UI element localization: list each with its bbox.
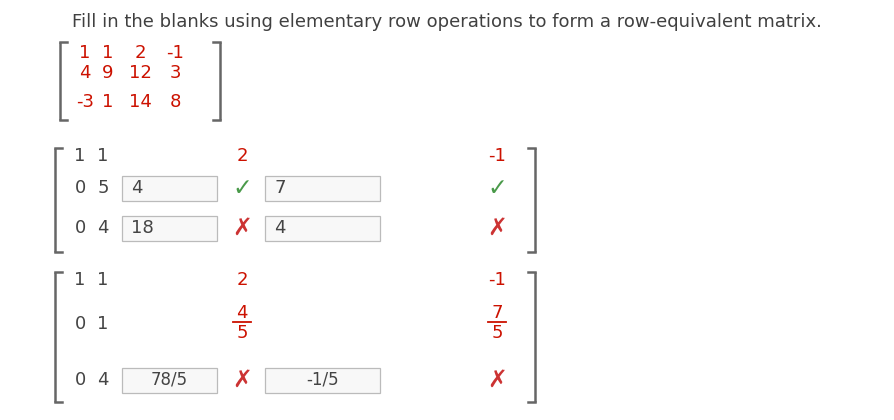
Text: 8: 8	[169, 93, 181, 111]
Text: -1: -1	[166, 44, 184, 62]
Text: 2: 2	[134, 44, 146, 62]
Text: ✓: ✓	[232, 176, 252, 200]
Text: ✓: ✓	[487, 176, 507, 200]
Text: 1: 1	[97, 147, 109, 165]
Text: 14: 14	[129, 93, 151, 111]
Text: 4: 4	[80, 64, 91, 82]
Text: 1: 1	[74, 147, 86, 165]
Text: Fill in the blanks using elementary row operations to form a row-equivalent matr: Fill in the blanks using elementary row …	[72, 13, 822, 31]
Text: 7: 7	[274, 179, 286, 197]
Text: ✗: ✗	[487, 368, 507, 392]
Text: ✗: ✗	[232, 368, 252, 392]
Text: ✗: ✗	[487, 216, 507, 240]
Text: 4: 4	[97, 219, 109, 237]
Text: -1: -1	[488, 271, 506, 289]
Text: 4: 4	[236, 304, 248, 322]
Text: 0: 0	[74, 371, 86, 389]
Text: 2: 2	[236, 147, 248, 165]
Text: 7: 7	[491, 304, 502, 322]
Text: -1: -1	[488, 147, 506, 165]
Text: 1: 1	[102, 93, 114, 111]
Text: -3: -3	[76, 93, 94, 111]
Text: -1/5: -1/5	[306, 371, 339, 389]
Text: 2: 2	[236, 271, 248, 289]
FancyBboxPatch shape	[122, 215, 217, 241]
FancyBboxPatch shape	[265, 215, 380, 241]
FancyBboxPatch shape	[265, 368, 380, 393]
Text: 4: 4	[274, 219, 286, 237]
FancyBboxPatch shape	[122, 176, 217, 200]
Text: 1: 1	[102, 44, 114, 62]
Text: 1: 1	[80, 44, 90, 62]
Text: 4: 4	[131, 179, 143, 197]
Text: 1: 1	[74, 271, 86, 289]
Text: 5: 5	[97, 179, 109, 197]
Text: 3: 3	[169, 64, 181, 82]
Text: 5: 5	[236, 324, 248, 342]
Text: 5: 5	[491, 324, 502, 342]
Text: 0: 0	[74, 219, 86, 237]
Text: 1: 1	[97, 271, 109, 289]
Text: 12: 12	[129, 64, 151, 82]
FancyBboxPatch shape	[122, 368, 217, 393]
Text: 0: 0	[74, 179, 86, 197]
Text: 78/5: 78/5	[151, 371, 188, 389]
Text: 4: 4	[97, 371, 109, 389]
Text: 1: 1	[97, 315, 109, 333]
Text: 18: 18	[131, 219, 154, 237]
Text: 0: 0	[74, 315, 86, 333]
FancyBboxPatch shape	[265, 176, 380, 200]
Text: 9: 9	[102, 64, 114, 82]
Text: ✗: ✗	[232, 216, 252, 240]
